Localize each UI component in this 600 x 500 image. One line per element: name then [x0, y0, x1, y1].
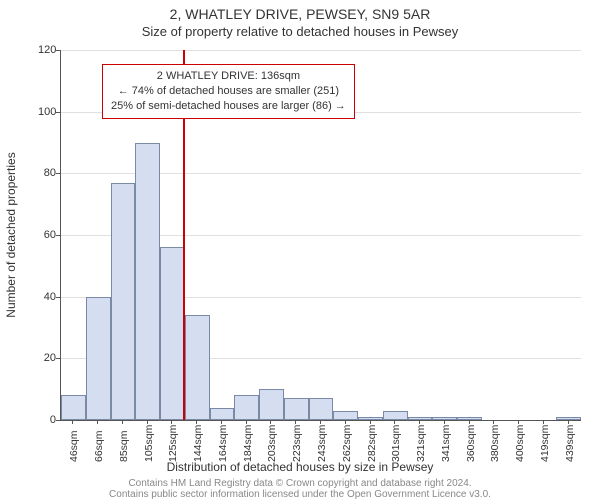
x-tick-mark	[97, 420, 98, 424]
x-tick-mark	[320, 420, 321, 424]
y-tick-mark	[56, 297, 60, 298]
x-tick-mark	[419, 420, 420, 424]
histogram-bar	[333, 411, 358, 420]
y-tick-label: 40	[38, 291, 56, 303]
y-tick-mark	[56, 50, 60, 51]
y-tick-label: 60	[38, 229, 56, 241]
callout-line3: 25% of semi-detached houses are larger (…	[111, 99, 346, 114]
x-tick-mark	[543, 420, 544, 424]
callout-line2: ← 74% of detached houses are smaller (25…	[111, 84, 346, 99]
footer-line2: Contains public sector information licen…	[0, 489, 600, 500]
x-tick-label: 262sqm	[341, 425, 353, 462]
y-tick-mark	[56, 112, 60, 113]
x-tick-mark	[370, 420, 371, 424]
y-axis-label: Number of detached properties	[4, 152, 18, 317]
y-tick-mark	[56, 235, 60, 236]
x-tick-mark	[394, 420, 395, 424]
chart-title-line2: Size of property relative to detached ho…	[0, 24, 600, 39]
histogram-bar	[86, 297, 111, 420]
histogram-bar	[259, 389, 284, 420]
histogram-bar	[556, 417, 581, 420]
x-tick-label: 223sqm	[291, 425, 303, 462]
histogram-bar	[309, 398, 334, 420]
y-tick-mark	[56, 358, 60, 359]
histogram-bar	[185, 315, 210, 420]
x-tick-label: 360sqm	[465, 425, 477, 462]
x-tick-label: 439sqm	[564, 425, 576, 462]
x-tick-mark	[295, 420, 296, 424]
histogram-bar	[358, 417, 383, 420]
x-tick-label: 184sqm	[242, 425, 254, 462]
x-tick-mark	[518, 420, 519, 424]
callout-line1: 2 WHATLEY DRIVE: 136sqm	[111, 69, 346, 84]
x-tick-label: 321sqm	[415, 425, 427, 462]
x-tick-label: 144sqm	[192, 425, 204, 462]
x-tick-mark	[171, 420, 172, 424]
histogram-bar	[432, 417, 457, 420]
x-tick-label: 341sqm	[440, 425, 452, 462]
x-tick-label: 243sqm	[316, 425, 328, 462]
gridline	[61, 50, 581, 51]
x-tick-label: 125sqm	[167, 425, 179, 462]
x-tick-mark	[270, 420, 271, 424]
histogram-bar	[160, 247, 185, 420]
histogram-bar	[210, 408, 235, 420]
x-tick-label: 301sqm	[390, 425, 402, 462]
x-tick-label: 419sqm	[539, 425, 551, 462]
histogram-bar	[457, 417, 482, 420]
y-tick-mark	[56, 173, 60, 174]
x-tick-mark	[196, 420, 197, 424]
chart-title-line1: 2, WHATLEY DRIVE, PEWSEY, SN9 5AR	[0, 6, 600, 22]
x-tick-mark	[493, 420, 494, 424]
footer-attribution: Contains HM Land Registry data © Crown c…	[0, 478, 600, 500]
y-tick-label: 0	[38, 414, 56, 426]
x-tick-mark	[221, 420, 222, 424]
histogram-bar	[284, 398, 309, 420]
footer-line1: Contains HM Land Registry data © Crown c…	[0, 478, 600, 489]
x-tick-label: 66sqm	[93, 430, 105, 462]
x-tick-label: 282sqm	[366, 425, 378, 462]
x-tick-mark	[469, 420, 470, 424]
x-tick-mark	[122, 420, 123, 424]
x-tick-mark	[72, 420, 73, 424]
x-tick-mark	[147, 420, 148, 424]
x-tick-label: 400sqm	[514, 425, 526, 462]
y-tick-label: 80	[38, 167, 56, 179]
x-tick-label: 85sqm	[118, 430, 130, 462]
x-tick-label: 46sqm	[68, 430, 80, 462]
y-tick-mark	[56, 420, 60, 421]
x-tick-label: 380sqm	[489, 425, 501, 462]
y-tick-label: 120	[38, 44, 56, 56]
y-tick-label: 100	[38, 106, 56, 118]
x-tick-mark	[444, 420, 445, 424]
x-tick-mark	[345, 420, 346, 424]
histogram-bar	[234, 395, 259, 420]
x-tick-label: 164sqm	[217, 425, 229, 462]
x-tick-mark	[568, 420, 569, 424]
y-tick-label: 20	[38, 352, 56, 364]
histogram-bar	[111, 183, 136, 420]
x-tick-label: 105sqm	[143, 425, 155, 462]
x-axis-label: Distribution of detached houses by size …	[0, 460, 600, 474]
histogram-bar	[383, 411, 408, 420]
histogram-bar	[135, 143, 160, 421]
callout-box: 2 WHATLEY DRIVE: 136sqm← 74% of detached…	[102, 64, 355, 119]
x-tick-label: 203sqm	[266, 425, 278, 462]
histogram-bar	[61, 395, 86, 420]
x-tick-mark	[246, 420, 247, 424]
